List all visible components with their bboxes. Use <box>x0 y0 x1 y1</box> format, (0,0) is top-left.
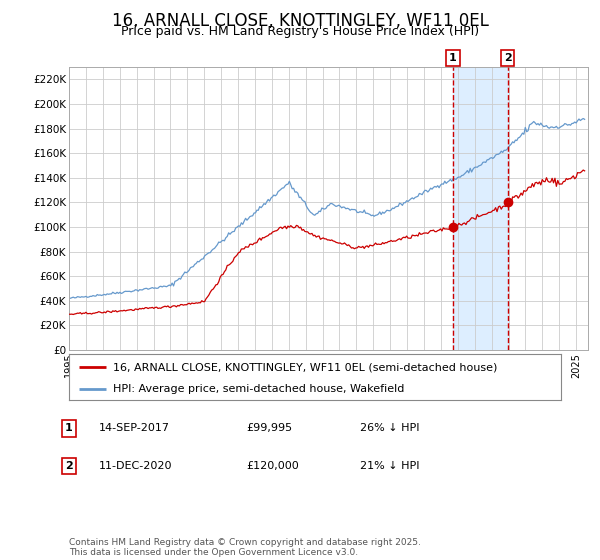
Text: 2: 2 <box>65 461 73 471</box>
Bar <box>453 67 508 350</box>
Text: 2: 2 <box>504 53 512 63</box>
Text: 16, ARNALL CLOSE, KNOTTINGLEY, WF11 0EL: 16, ARNALL CLOSE, KNOTTINGLEY, WF11 0EL <box>112 12 488 30</box>
Text: 1: 1 <box>65 423 73 433</box>
Text: 26% ↓ HPI: 26% ↓ HPI <box>360 423 419 433</box>
Text: 11-DEC-2020: 11-DEC-2020 <box>99 461 173 471</box>
Text: Contains HM Land Registry data © Crown copyright and database right 2025.
This d: Contains HM Land Registry data © Crown c… <box>69 538 421 557</box>
Text: £120,000: £120,000 <box>246 461 299 471</box>
Text: 16, ARNALL CLOSE, KNOTTINGLEY, WF11 0EL (semi-detached house): 16, ARNALL CLOSE, KNOTTINGLEY, WF11 0EL … <box>113 362 497 372</box>
Text: Price paid vs. HM Land Registry's House Price Index (HPI): Price paid vs. HM Land Registry's House … <box>121 25 479 38</box>
Text: HPI: Average price, semi-detached house, Wakefield: HPI: Average price, semi-detached house,… <box>113 384 404 394</box>
Text: £99,995: £99,995 <box>246 423 292 433</box>
Text: 14-SEP-2017: 14-SEP-2017 <box>99 423 170 433</box>
Text: 1: 1 <box>449 53 457 63</box>
Text: 21% ↓ HPI: 21% ↓ HPI <box>360 461 419 471</box>
